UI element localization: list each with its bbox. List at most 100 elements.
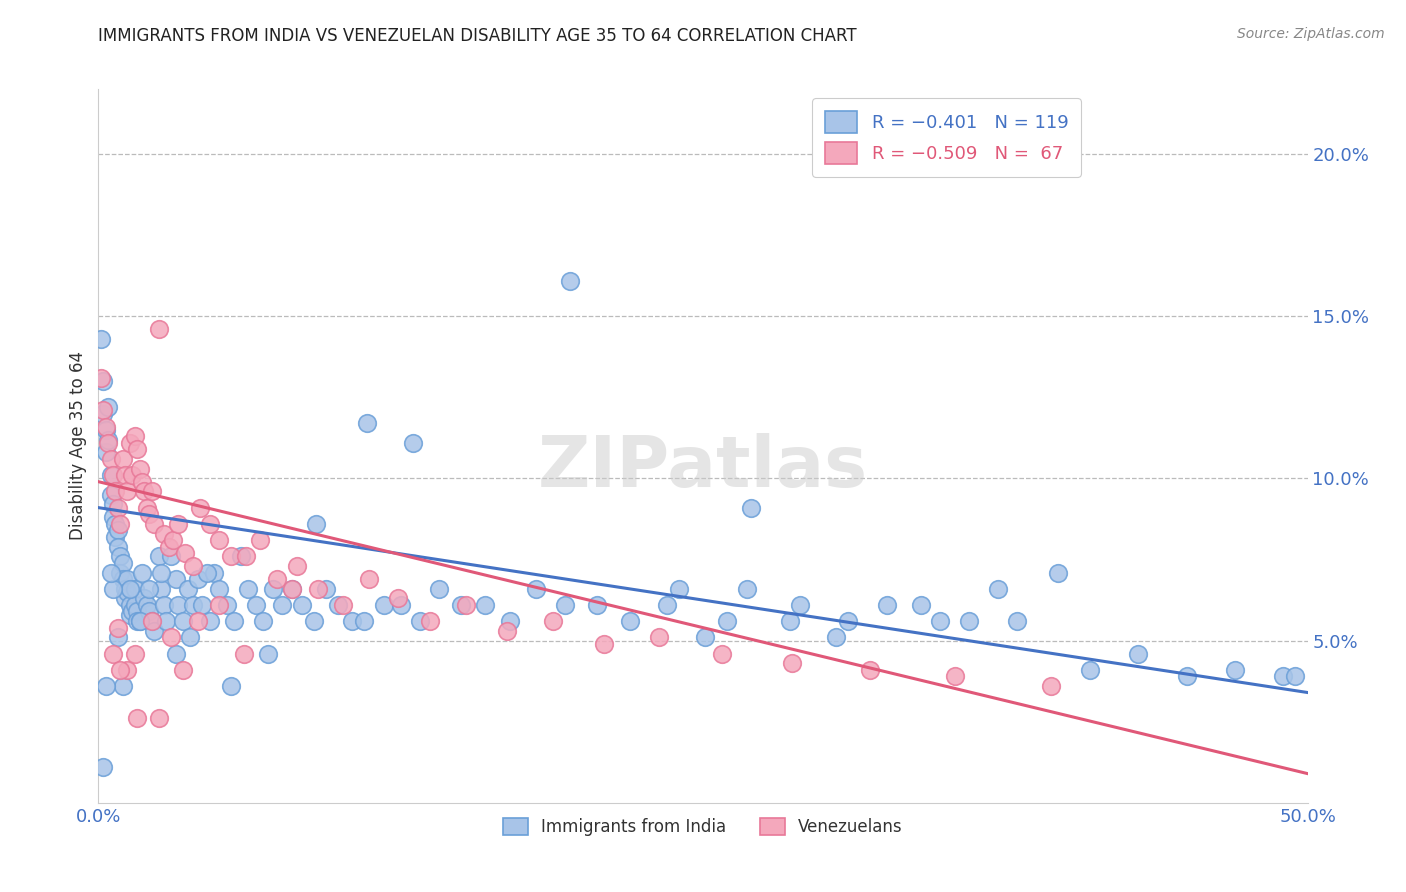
Point [208,598,231,612]
Point [97,433,120,447]
Point [585,598,607,612]
Point [290,598,312,612]
Point [108,566,131,580]
Point [91,407,114,421]
Point [155,614,177,628]
Point [104,530,127,544]
Point [592,637,614,651]
Point [782,657,804,671]
Point [124,598,146,612]
Point [281,582,304,596]
Point [837,614,859,628]
Point [101,497,124,511]
Point [94,419,117,434]
Point [281,582,304,596]
Point [165,647,187,661]
Point [167,516,190,531]
Point [252,614,274,628]
Point [117,484,139,499]
Point [496,624,519,638]
Point [235,549,257,564]
Point [152,526,174,541]
Point [174,546,197,560]
Point [389,598,412,612]
Point [181,598,204,612]
Point [128,614,150,628]
Point [1272,669,1295,683]
Point [402,435,425,450]
Point [695,631,717,645]
Point [987,582,1010,596]
Point [148,711,170,725]
Point [859,663,882,677]
Point [118,435,141,450]
Point [138,507,160,521]
Point [1047,566,1070,580]
Point [1040,679,1063,693]
Point [342,614,364,628]
Point [97,435,120,450]
Point [498,614,520,628]
Point [204,566,226,580]
Point [108,549,131,564]
Point [94,423,117,437]
Point [256,647,278,661]
Point [135,500,157,515]
Point [271,598,294,612]
Point [111,679,134,693]
Point [118,582,141,596]
Point [107,621,129,635]
Point [326,598,349,612]
Point [100,488,122,502]
Point [238,582,260,596]
Point [117,663,139,677]
Point [111,452,134,467]
Point [187,614,209,628]
Text: ZIPatlas: ZIPatlas [538,433,868,502]
Point [181,559,204,574]
Point [150,582,173,596]
Point [91,760,114,774]
Point [131,566,153,580]
Point [302,614,325,628]
Point [107,500,129,515]
Point [191,598,214,612]
Point [305,516,328,531]
Point [150,566,173,580]
Point [222,614,245,628]
Point [107,540,129,554]
Point [124,582,146,596]
Point [108,516,131,531]
Point [143,624,166,638]
Point [450,598,472,612]
Point [198,614,221,628]
Y-axis label: Disability Age 35 to 64: Disability Age 35 to 64 [69,351,87,541]
Point [128,461,150,475]
Point [101,468,124,483]
Point [148,549,170,564]
Point [957,614,980,628]
Point [141,484,163,499]
Point [554,598,576,612]
Point [127,711,149,725]
Point [127,442,149,457]
Point [108,663,131,677]
Point [668,582,690,596]
Point [943,669,966,683]
Point [910,598,932,612]
Point [101,582,124,596]
Point [315,582,337,596]
Point [94,679,117,693]
Point [111,572,134,586]
Point [101,510,124,524]
Point [711,647,734,661]
Point [356,417,378,431]
Point [454,598,477,612]
Point [107,524,129,538]
Point [308,582,330,596]
Point [429,582,451,596]
Point [131,475,153,489]
Point [104,484,127,499]
Point [266,572,288,586]
Point [152,598,174,612]
